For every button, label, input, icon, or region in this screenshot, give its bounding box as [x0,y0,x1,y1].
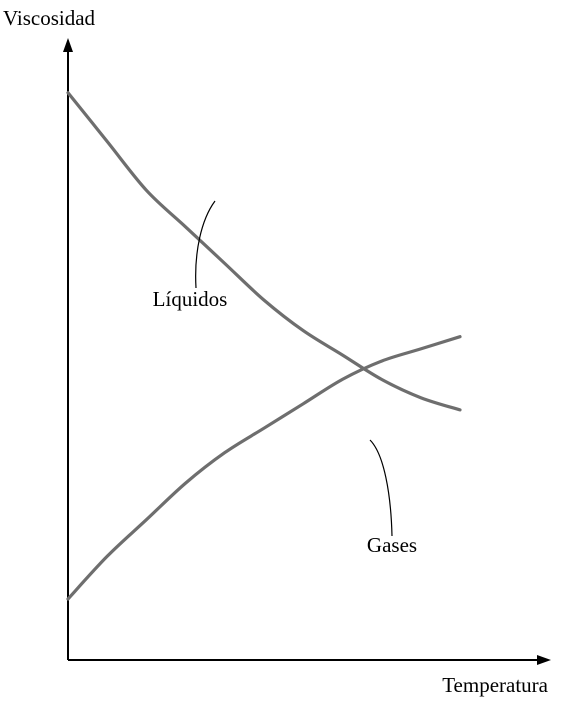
x-axis-label: Temperatura [442,673,548,697]
chart-labels: Viscosidad Temperatura Líquidos Gases [3,6,549,697]
y-axis-label: Viscosidad [3,6,96,30]
series-label-liquidos: Líquidos [153,287,228,311]
y-axis-arrow [63,38,73,52]
axes [63,38,551,665]
liquidos-series-line [66,91,462,412]
gases-series-line [66,335,462,601]
series-label-gases: Gases [367,533,417,557]
liquidos-leader-line [195,200,216,289]
leader-lines [195,200,393,537]
gases-leader-line [369,439,393,537]
x-axis-arrow [537,655,551,665]
series-layer [66,91,462,601]
